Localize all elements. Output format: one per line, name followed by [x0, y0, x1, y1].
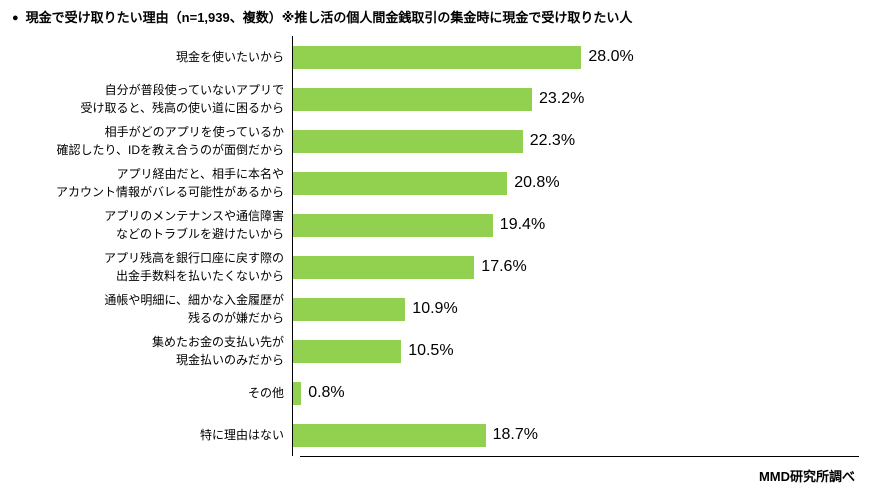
- bar-chart: 現金を使いたいから 28.0% 自分が普段使っていないアプリで 受け取ると、残高の使い…: [0, 36, 873, 457]
- plot-area: 0.8%: [292, 372, 873, 415]
- plot-area: 20.8%: [292, 162, 873, 205]
- bar: [293, 381, 302, 405]
- plot-area: 10.5%: [292, 330, 873, 373]
- bar: [293, 297, 406, 321]
- bar: [293, 129, 523, 153]
- chart-row: 現金を使いたいから 28.0%: [0, 36, 873, 79]
- source-credit: MMD研究所調べ: [758, 469, 855, 485]
- bar: [293, 171, 508, 195]
- chart-row: 自分が普段使っていないアプリで 受け取ると、残高の使い道に困るから 23.2%: [0, 78, 873, 121]
- chart-row: 通帳や明細に、細かな入金履歴が 残るのが嫌だから 10.9%: [0, 288, 873, 331]
- chart-row: アプリのメンテナンスや通信障害 などのトラブルを避けたいから 19.4%: [0, 204, 873, 247]
- chart-page: ● 現金で受け取りたい理由（n=1,939、複数）※推し活の個人間金銭取引の集金時…: [0, 0, 873, 485]
- value-label: 17.6%: [481, 258, 527, 276]
- category-label: 集めたお金の支払い先が 現金払いのみだから: [151, 334, 284, 368]
- category-label: アプリ残高を銀行口座に戻す際の 出金手数料を払いたくないから: [103, 250, 284, 284]
- plot-area: 19.4%: [292, 204, 873, 247]
- chart-row: アプリ経由だと、相手に本名や アカウント情報がバレる可能性があるから 20.8%: [0, 162, 873, 205]
- value-label: 19.4%: [499, 216, 546, 234]
- chart-row: アプリ残高を銀行口座に戻す際の 出金手数料を払いたくないから 17.6%: [0, 246, 873, 289]
- chart-row: その他 0.8%: [0, 372, 873, 415]
- value-label: 28.0%: [588, 48, 634, 66]
- chart-row: 相手がどのアプリを使っているか 確認したり、IDを教え合うのが面倒だから 22.3%: [0, 120, 873, 163]
- plot-area: 10.9%: [292, 288, 873, 331]
- value-label: 10.5%: [408, 342, 454, 360]
- chart-title: ● 現金で受け取りたい理由（n=1,939、複数）※推し活の個人間金銭取引の集金時…: [0, 0, 873, 32]
- bar: [293, 423, 486, 447]
- bullet-icon: ●: [12, 12, 19, 24]
- plot-area: 18.7%: [292, 414, 873, 457]
- bar: [293, 213, 493, 237]
- category-label: その他: [247, 385, 284, 400]
- plot-area: 23.2%: [292, 78, 873, 121]
- value-label: 10.9%: [412, 300, 458, 318]
- bar: [293, 45, 582, 69]
- bar: [293, 87, 532, 111]
- plot-area: 22.3%: [292, 120, 873, 163]
- category-label: 通帳や明細に、細かな入金履歴が 残るのが嫌だから: [104, 292, 284, 326]
- bar: [293, 255, 475, 279]
- value-label: 22.3%: [529, 132, 576, 150]
- chart-title-text: 現金で受け取りたい理由（n=1,939、複数）※推し活の個人間金銭取引の集金時に…: [25, 10, 633, 25]
- value-label: 18.7%: [492, 426, 538, 444]
- plot-area: 17.6%: [292, 246, 873, 289]
- chart-row: 集めたお金の支払い先が 現金払いのみだから 10.5%: [0, 330, 873, 373]
- category-label: アプリ経由だと、相手に本名や アカウント情報がバレる可能性があるから: [55, 166, 284, 200]
- x-axis-line: [300, 456, 859, 458]
- bar: [293, 339, 402, 363]
- category-label: 特に理由はない: [199, 427, 284, 442]
- plot-area: 28.0%: [292, 36, 873, 79]
- value-label: 0.8%: [308, 384, 345, 402]
- value-label: 20.8%: [514, 174, 560, 192]
- category-label: 自分が普段使っていないアプリで 受け取ると、残高の使い道に困るから: [80, 82, 284, 116]
- category-label: 現金を使いたいから: [175, 49, 284, 64]
- chart-row: 特に理由はない 18.7%: [0, 414, 873, 457]
- category-label: 相手がどのアプリを使っているか 確認したり、IDを教え合うのが面倒だから: [56, 124, 284, 158]
- value-label: 23.2%: [539, 90, 585, 108]
- category-label: アプリのメンテナンスや通信障害 などのトラブルを避けたいから: [104, 208, 284, 242]
